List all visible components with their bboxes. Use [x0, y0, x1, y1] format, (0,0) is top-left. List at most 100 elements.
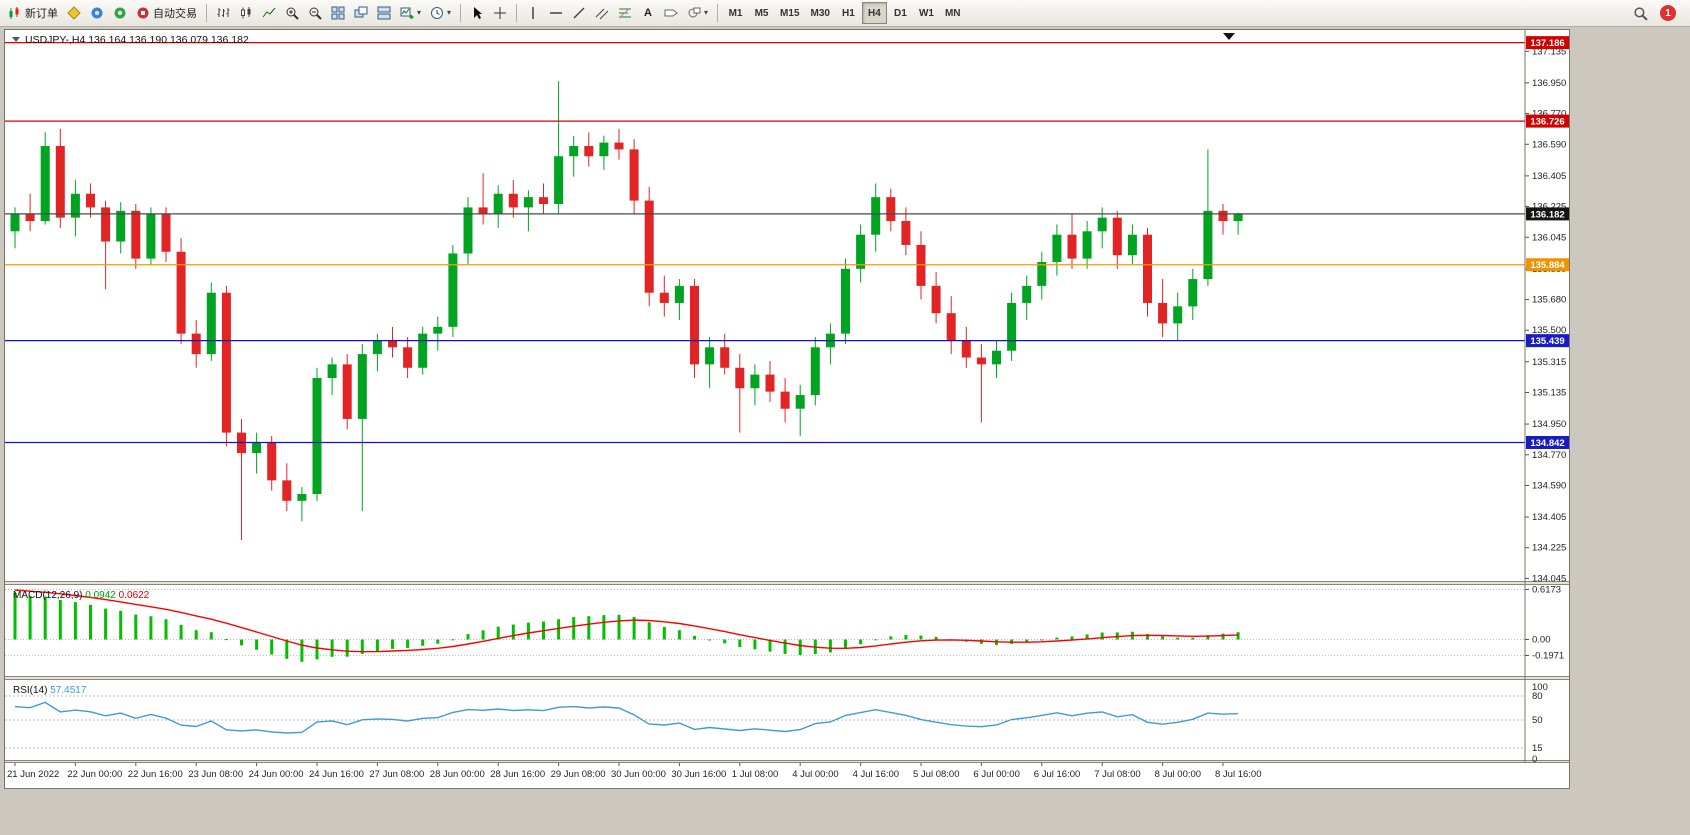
tile-windows-button[interactable]	[327, 2, 349, 24]
candle-body	[1173, 306, 1183, 324]
new-chart-button[interactable]: ▾	[396, 2, 425, 24]
search-button[interactable]	[1629, 2, 1652, 24]
dropdown-arrow-icon: ▾	[447, 8, 452, 17]
time-axis[interactable]: 21 Jun 2022 22 Jun 00:00 22 Jun 16:00 23 Ju…	[7, 763, 1261, 780]
macd-histogram-bar	[1236, 632, 1240, 640]
shapes-icon	[688, 7, 701, 18]
candle-body	[267, 442, 277, 481]
candle-body	[961, 340, 971, 358]
timeframe-d1-button[interactable]: D1	[888, 2, 913, 24]
candle-body	[508, 193, 518, 208]
zoom-in-icon	[286, 7, 299, 20]
crosshair-button[interactable]	[489, 2, 511, 24]
rsi-tick-label: 100	[1532, 682, 1548, 693]
price-badge-label: 136.726	[1530, 117, 1564, 128]
autotrading-button[interactable]: 自动交易	[132, 2, 201, 24]
time-tick-label: 21 Jun 2022	[7, 769, 59, 780]
arrange-windows-button[interactable]	[373, 2, 395, 24]
macd-panel[interactable]	[5, 589, 1525, 662]
notification-badge[interactable]: 1	[1660, 5, 1676, 21]
candle-body	[1097, 217, 1107, 232]
candle-chart-icon	[241, 7, 251, 19]
search-icon	[1634, 6, 1648, 21]
price-tick-label: 134.225	[1532, 543, 1566, 554]
chart-background	[5, 30, 1569, 788]
macd-histogram-bar	[1221, 633, 1225, 640]
timeframe-h1-button[interactable]: H1	[836, 2, 861, 24]
chart-canvas[interactable]: USDJPY-,H4 136.164 136.190 136.079 136.1…	[5, 30, 1569, 788]
cascade-windows-button[interactable]	[350, 2, 372, 24]
vertical-line-button[interactable]	[522, 2, 544, 24]
price-panel[interactable]	[5, 42, 1525, 541]
macd-histogram-bar	[300, 639, 304, 662]
trendline-button[interactable]	[568, 2, 590, 24]
timeframe-m15-button[interactable]: M15	[775, 2, 804, 24]
macd-histogram-bar	[557, 619, 561, 640]
main-toolbar: 新订单 自动交易	[0, 0, 1690, 27]
price-badge-137.186	[1526, 36, 1569, 50]
panel-separator[interactable]	[5, 676, 1569, 680]
price-tick-label: 134.405	[1532, 512, 1566, 523]
text-tool-button[interactable]: A	[637, 2, 659, 24]
timeframe-h4-button[interactable]: H4	[861, 2, 887, 24]
timeframe-mn-button[interactable]: MN	[940, 2, 966, 24]
panel-separator[interactable]	[5, 760, 1569, 763]
community-button[interactable]	[109, 2, 131, 24]
chart-shift-marker[interactable]	[1223, 33, 1235, 40]
candle-body	[1082, 231, 1092, 259]
time-tick-label: 7 Jul 08:00	[1094, 769, 1140, 780]
candle-body	[1067, 234, 1077, 259]
line-chart-button[interactable]	[258, 2, 280, 24]
timeframe-m1-button[interactable]: M1	[723, 2, 748, 24]
zoom-in-button[interactable]	[281, 2, 303, 24]
price-badge-135.884	[1526, 258, 1569, 272]
timeframe-m5-button[interactable]: M5	[749, 2, 774, 24]
timeframe-m30-button[interactable]: M30	[806, 2, 835, 24]
candle-body	[554, 156, 564, 204]
macd-histogram-bar	[1085, 634, 1089, 640]
bar-chart-button[interactable]	[212, 2, 234, 24]
panel-separator[interactable]	[5, 581, 1569, 585]
candle-body	[735, 367, 745, 389]
macd-histogram-bar	[798, 639, 802, 656]
price-axis[interactable]: 137.135 136.950 136.770 136.590 136.405 136.2…	[1525, 36, 1569, 765]
text-label-button[interactable]	[660, 2, 682, 24]
period-button[interactable]: ▾	[426, 2, 455, 24]
text-tool-icon: A	[644, 7, 652, 19]
fibonacci-button[interactable]	[614, 2, 636, 24]
candle-body	[327, 364, 337, 378]
macd-histogram-bar	[179, 624, 183, 640]
macd-histogram-bar	[572, 617, 576, 640]
price-tick-label: 134.770	[1532, 450, 1566, 461]
cursor-button[interactable]	[466, 2, 488, 24]
toolbar-right: 1	[1629, 2, 1686, 24]
macd-histogram-bar	[406, 639, 410, 648]
timeframe-w1-button[interactable]: W1	[914, 2, 939, 24]
symbol-dropdown-icon[interactable]	[12, 37, 20, 42]
market-watch-button[interactable]	[86, 2, 108, 24]
candle-chart-button[interactable]	[235, 2, 257, 24]
macd-histogram-bar	[194, 630, 198, 640]
zoom-out-button[interactable]	[304, 2, 326, 24]
candle-body	[931, 285, 941, 314]
candle-body	[433, 326, 443, 334]
new-order-button[interactable]: 新订单	[4, 2, 62, 24]
time-tick-label: 4 Jul 00:00	[792, 769, 838, 780]
candle-body	[101, 207, 111, 242]
clock-icon	[431, 7, 444, 19]
metaeditor-button[interactable]	[63, 2, 85, 24]
macd-histogram-bar	[58, 599, 62, 640]
macd-histogram-bar	[662, 626, 666, 640]
candle-body	[221, 292, 231, 433]
candle-body	[1007, 302, 1017, 351]
macd-histogram-bar	[451, 639, 455, 641]
macd-histogram-bar	[587, 616, 591, 640]
horizontal-line-button[interactable]	[545, 2, 567, 24]
channel-button[interactable]	[591, 2, 613, 24]
candle-body	[1158, 302, 1168, 324]
candle-body	[644, 200, 654, 293]
candle-body	[1188, 279, 1198, 307]
candle-body	[1022, 285, 1032, 303]
rsi-panel[interactable]	[5, 695, 1525, 749]
shapes-button[interactable]: ▾	[683, 2, 712, 24]
